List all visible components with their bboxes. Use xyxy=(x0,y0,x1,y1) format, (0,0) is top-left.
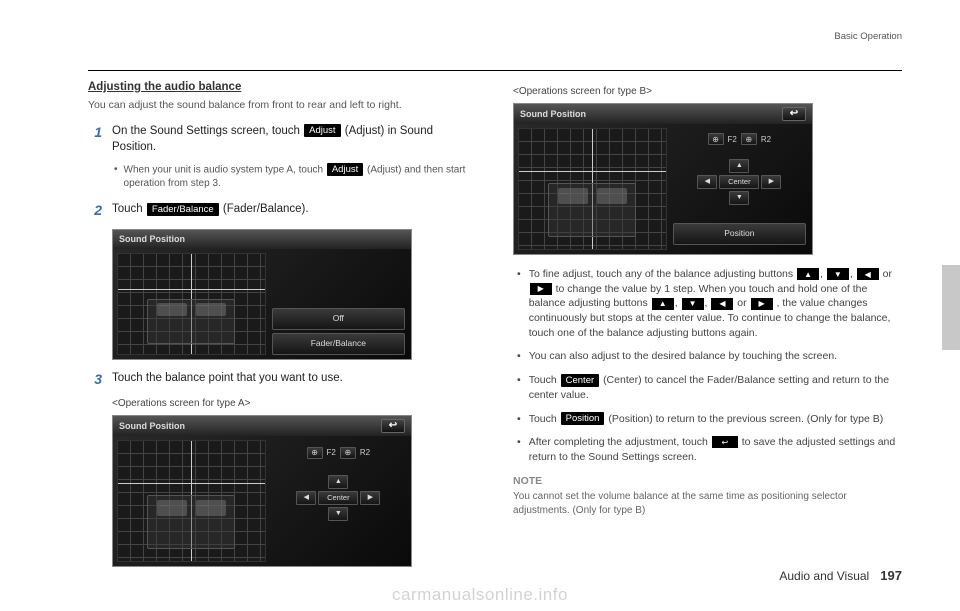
balance-grid[interactable] xyxy=(117,253,266,355)
front-indicator-icon: ⊕ xyxy=(307,447,323,459)
up-button[interactable]: ▲ xyxy=(328,475,348,489)
step-text: Touch xyxy=(112,203,146,215)
bullet-fine-adjust: • To fine adjust, touch any of the balan… xyxy=(513,267,902,340)
step-2: 2 Touch Fader/Balance (Fader/Balance). xyxy=(88,201,477,221)
down-button[interactable]: ▼ xyxy=(328,507,348,521)
car-diagram xyxy=(147,495,235,549)
step-body: Touch the balance point that you want to… xyxy=(112,370,477,386)
sep: , xyxy=(675,297,681,309)
step-number: 2 xyxy=(88,201,102,221)
sep: or xyxy=(734,297,749,309)
bullet-save: • After completing the adjustment, touch… xyxy=(513,435,902,464)
center-chip: Center xyxy=(561,374,600,387)
step-1: 1 On the Sound Settings screen, touch Ad… xyxy=(88,123,477,155)
car-diagram xyxy=(548,183,636,237)
dpad: ▲ ◀ Center ▶ ▼ xyxy=(673,159,806,205)
fr-indicator-row: ⊕ F2 ⊕ R2 xyxy=(272,447,405,459)
screenshot-type-b: Sound Position ↩ ⊕ F2 ⊕ R2 xyxy=(513,103,813,255)
back-icon: ↩ xyxy=(712,436,738,448)
sep: or xyxy=(880,268,892,280)
right-icon: ▶ xyxy=(751,298,773,310)
note-text: You cannot set the volume balance at the… xyxy=(513,490,902,518)
center-button[interactable]: Center xyxy=(318,491,358,505)
sep: , xyxy=(820,268,826,280)
rear-indicator-icon: ⊕ xyxy=(741,133,757,145)
screen-title: Sound Position xyxy=(119,233,185,246)
sep: , xyxy=(705,297,711,309)
fader-balance-chip: Fader/Balance xyxy=(147,203,219,216)
left-button[interactable]: ◀ xyxy=(296,491,316,505)
intro-text: You can adjust the sound balance from fr… xyxy=(88,98,477,113)
left-button[interactable]: ◀ xyxy=(697,175,717,189)
bullet-position: • Touch Position (Position) to return to… xyxy=(513,412,902,427)
step-number: 1 xyxy=(88,123,102,143)
bullet-text: To fine adjust, touch any of the balance… xyxy=(529,268,796,280)
down-button[interactable]: ▼ xyxy=(729,191,749,205)
left-icon: ◀ xyxy=(711,298,733,310)
position-button[interactable]: Position xyxy=(673,223,806,245)
step-body: On the Sound Settings screen, touch Adju… xyxy=(112,123,477,155)
down-icon: ▼ xyxy=(682,298,704,310)
step-3: 3 Touch the balance point that you want … xyxy=(88,370,477,390)
center-button[interactable]: Center xyxy=(719,175,759,189)
watermark: carmanualsonline.info xyxy=(0,583,960,607)
header-rule xyxy=(88,70,902,71)
step-number: 3 xyxy=(88,370,102,390)
header-category: Basic Operation xyxy=(834,30,902,43)
bullet-text: (Position) to return to the previous scr… xyxy=(608,413,883,425)
step-text: On the Sound Settings screen, touch xyxy=(112,125,303,137)
note-text: When your unit is audio system type A, t… xyxy=(124,164,326,175)
up-icon: ▲ xyxy=(652,298,674,310)
rear-label: R2 xyxy=(761,134,771,145)
bullet-text: Touch xyxy=(529,374,560,386)
adjust-button-chip: Adjust xyxy=(304,124,340,137)
screenshot-sound-position-1: Sound Position Off Fader/Balance xyxy=(112,229,412,360)
step-1-note: • When your unit is audio system type A,… xyxy=(114,163,477,191)
bullet-text: Touch xyxy=(529,413,560,425)
bullet-text: You can also adjust to the desired balan… xyxy=(529,349,837,364)
step-body: Touch Fader/Balance (Fader/Balance). xyxy=(112,201,477,217)
balance-grid[interactable] xyxy=(518,128,667,250)
front-label: F2 xyxy=(327,447,336,458)
balance-grid[interactable] xyxy=(117,440,266,562)
caption-type-a: <Operations screen for type A> xyxy=(112,397,477,411)
off-button[interactable]: Off xyxy=(272,308,405,330)
bullet-touch-screen: • You can also adjust to the desired bal… xyxy=(513,349,902,364)
right-button[interactable]: ▶ xyxy=(761,175,781,189)
caption-type-b: <Operations screen for type B> xyxy=(513,85,902,99)
rear-indicator-icon: ⊕ xyxy=(340,447,356,459)
right-button[interactable]: ▶ xyxy=(360,491,380,505)
left-icon: ◀ xyxy=(857,268,879,280)
fr-indicator-row: ⊕ F2 ⊕ R2 xyxy=(673,133,806,145)
page-number: 197 xyxy=(880,568,902,583)
bullet-text: After completing the adjustment, touch xyxy=(529,436,711,448)
front-indicator-icon: ⊕ xyxy=(708,133,724,145)
up-icon: ▲ xyxy=(797,268,819,280)
right-icon: ▶ xyxy=(530,283,552,295)
down-icon: ▼ xyxy=(827,268,849,280)
step-text: (Fader/Balance). xyxy=(223,203,309,215)
back-icon[interactable]: ↩ xyxy=(782,107,806,121)
side-tab xyxy=(942,265,960,350)
screen-title: Sound Position xyxy=(520,108,586,121)
dpad: ▲ ◀ Center ▶ ▼ xyxy=(272,475,405,521)
sep: , xyxy=(850,268,856,280)
back-icon[interactable]: ↩ xyxy=(381,419,405,433)
bullet-center: • Touch Center (Center) to cancel the Fa… xyxy=(513,373,902,402)
adjust-button-chip: Adjust xyxy=(327,163,363,176)
note-label: NOTE xyxy=(513,474,902,489)
screenshot-type-a: Sound Position ↩ ⊕ F2 ⊕ R2 xyxy=(112,415,412,567)
footer-section: Audio and Visual xyxy=(779,569,869,583)
right-column: <Operations screen for type B> Sound Pos… xyxy=(513,79,902,567)
front-label: F2 xyxy=(728,134,737,145)
fader-balance-button[interactable]: Fader/Balance xyxy=(272,333,405,355)
section-title: Adjusting the audio balance xyxy=(88,79,477,95)
rear-label: R2 xyxy=(360,447,370,458)
bullet-dot: • xyxy=(114,163,118,191)
up-button[interactable]: ▲ xyxy=(729,159,749,173)
screen-title: Sound Position xyxy=(119,420,185,433)
left-column: Adjusting the audio balance You can adju… xyxy=(88,79,477,567)
car-diagram xyxy=(147,299,235,344)
position-chip: Position xyxy=(561,412,605,425)
